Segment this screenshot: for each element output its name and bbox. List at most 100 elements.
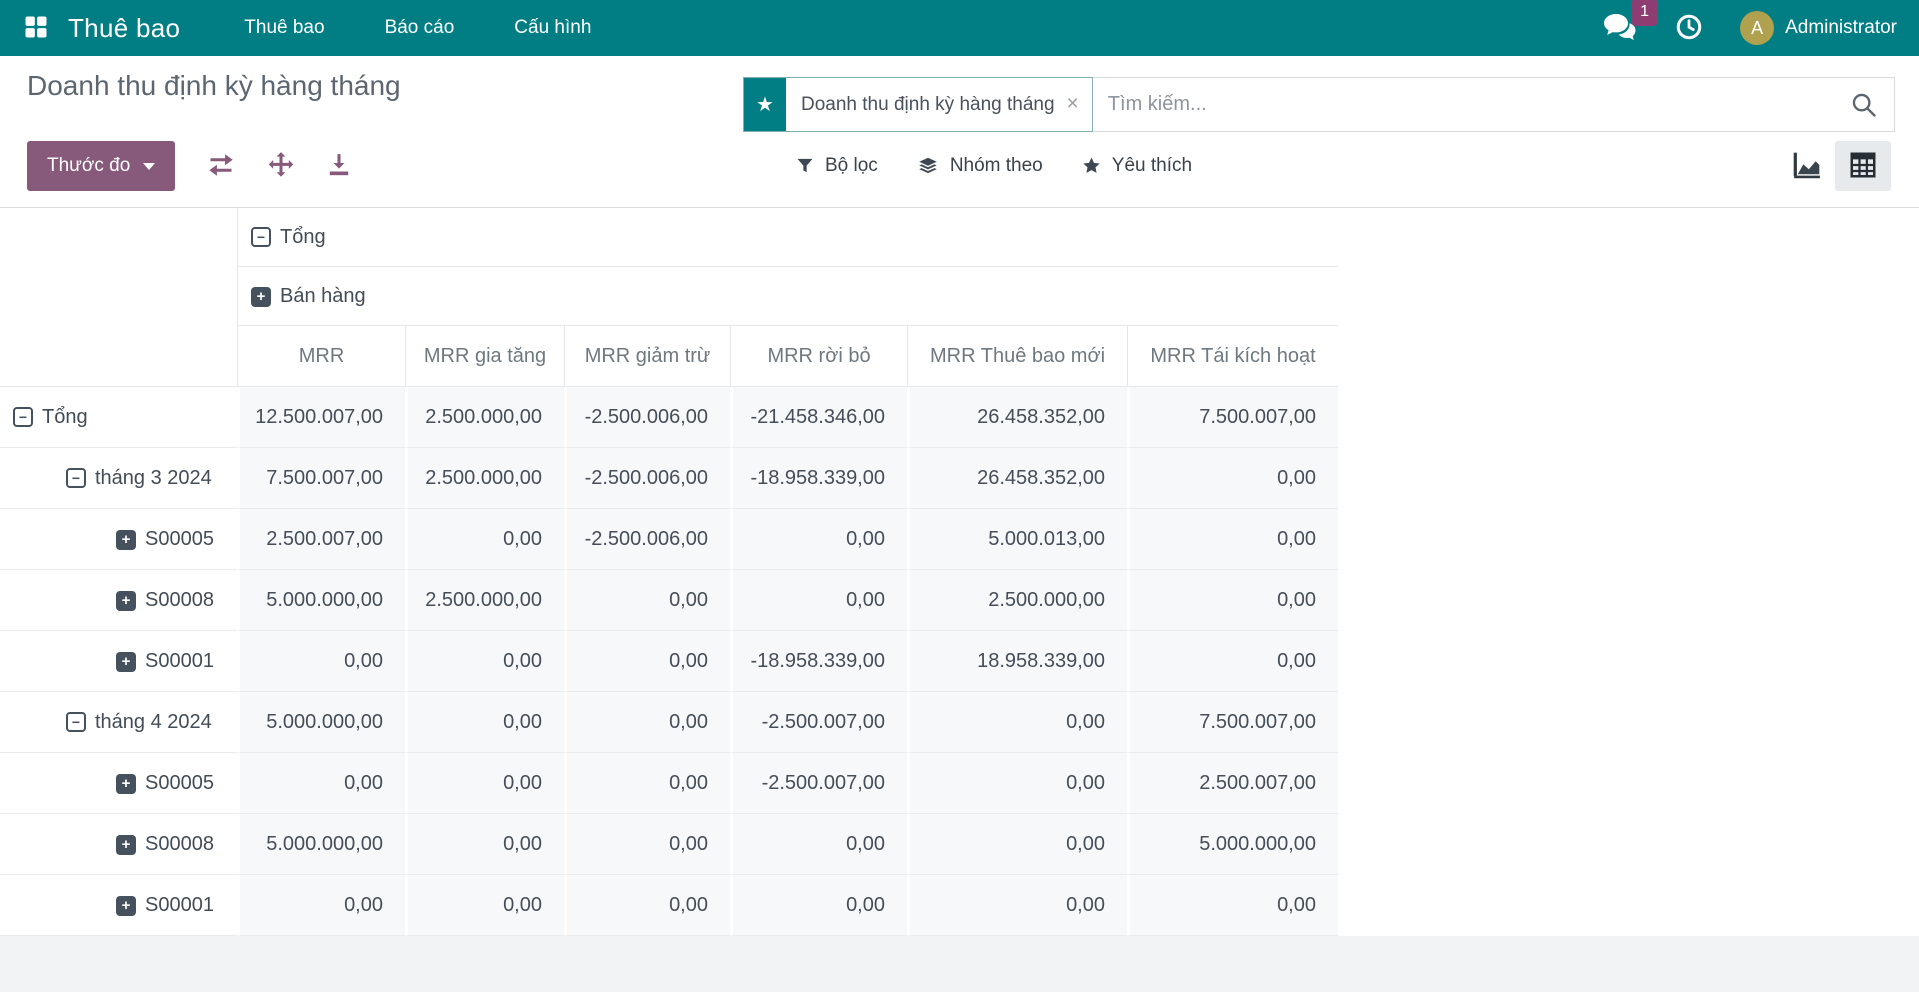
area-chart-icon [1791,150,1823,183]
empty-area [0,936,1919,992]
messages-button[interactable]: 1 [1602,0,1659,45]
apps-menu-button[interactable] [20,12,52,44]
pivot-cell: 0,00 [730,814,907,875]
pivot-cell: -2.500.007,00 [730,692,907,753]
row-header-thang-4-2024[interactable]: − tháng 4 2024 [0,692,237,753]
expand-all-button[interactable] [267,151,295,182]
search-input[interactable] [1092,78,1850,131]
clock-icon [1674,12,1704,45]
measure-header-mrr-gia-tang[interactable]: MRR gia tăng [405,326,564,387]
user-menu[interactable]: A Administrator [1740,11,1897,45]
row-header-tong[interactable]: − Tổng [0,387,237,448]
pivot-cell: 7.500.007,00 [1127,387,1338,448]
pivot-cell: 0,00 [1127,509,1338,570]
row-header-thang-3-2024[interactable]: − tháng 3 2024 [0,448,237,509]
flip-axis-button[interactable] [206,151,236,182]
pivot-view-button[interactable] [1835,141,1891,191]
chevron-down-icon [143,162,156,170]
pivot-cell: 0,00 [564,692,730,753]
measure-header-mrr-tai-kich-hoat[interactable]: MRR Tái kích hoạt [1127,326,1338,387]
nav-menu-thue-bao[interactable]: Thuê bao [244,17,325,38]
collapse-icon[interactable]: − [66,712,86,733]
pivot-cell: 0,00 [730,875,907,936]
chat-bubbles-icon [1602,12,1638,45]
layers-icon [916,156,940,177]
pivot-cell: 2.500.000,00 [405,448,564,509]
row-header-s00005[interactable]: + S00005 [0,509,237,570]
pivot-cell: 7.500.007,00 [1127,692,1338,753]
pivot-cell: 2.500.007,00 [1127,753,1338,814]
pivot-row-s00001: + S00001 0,00 0,00 0,00 -18.958.339,00 18.958.… [0,631,1338,692]
measure-header-mrr-thue-bao-moi[interactable]: MRR Thuê bao mới [907,326,1127,387]
row-header-label: tháng 3 2024 [95,466,212,489]
search-icon[interactable] [1850,91,1878,119]
filters-menu-button[interactable]: Bộ lọc [795,155,878,177]
pivot-cell: 0,00 [237,753,405,814]
pivot-cell: 0,00 [405,692,564,753]
pivot-cell: 7.500.007,00 [237,448,405,509]
favorites-menu-button[interactable]: Yêu thích [1081,155,1192,177]
row-header-label: S00008 [145,833,214,855]
search-bar[interactable]: ★ Doanh thu định kỳ hàng tháng × [743,77,1895,132]
pivot-table: − Tổng + Bán hàng MRR MRR gia tăng MRR giảm tr… [0,208,1338,936]
expand-icon[interactable]: + [116,651,136,672]
message-count-badge: 1 [1631,0,1659,26]
collapse-icon[interactable]: − [13,407,33,428]
download-xlsx-button[interactable] [326,151,352,182]
pivot-column-group-tong[interactable]: − Tổng [237,208,1338,267]
pivot-row-s00008: + S00008 5.000.000,00 0,00 0,00 0,00 0,00 5.000… [0,814,1338,875]
pivot-cell: 0,00 [237,875,405,936]
pivot-cell: 2.500.000,00 [907,570,1127,631]
pivot-cell: 0,00 [907,692,1127,753]
group-by-menu-button[interactable]: Nhóm theo [916,155,1043,177]
graph-view-button[interactable] [1779,141,1835,191]
pivot-cell: 5.000.000,00 [237,692,405,753]
app-brand[interactable]: Thuê bao [68,12,181,43]
pivot-cell: -2.500.006,00 [564,387,730,448]
measures-dropdown-button[interactable]: Thước đo [27,141,176,191]
row-header-s00001[interactable]: + S00001 [0,631,237,692]
collapse-icon[interactable]: − [66,468,86,489]
expand-icon[interactable]: + [116,529,136,550]
pivot-cell: 2.500.007,00 [237,509,405,570]
pivot-cell: 0,00 [405,631,564,692]
row-header-s00008[interactable]: + S00008 [0,814,237,875]
expand-icon[interactable]: + [116,590,136,611]
pivot-column-group-ban-hang[interactable]: + Bán hàng [237,267,1338,326]
nav-menus: Thuê bao Báo cáo Cấu hình [244,17,591,39]
collapse-icon[interactable]: − [251,227,271,248]
view-switcher [1779,141,1891,191]
measure-header-mrr-giam-tru[interactable]: MRR giảm trừ [564,326,730,387]
nav-menu-cau-hinh[interactable]: Cấu hình [514,17,592,38]
pivot-row-thang-3-2024: − tháng 3 2024 7.500.007,00 2.500.000,00 -2.… [0,448,1338,509]
pivot-cell: 0,00 [564,753,730,814]
row-header-label: S00008 [145,589,214,611]
row-header-s00008[interactable]: + S00008 [0,570,237,631]
pivot-corner-cell [0,208,237,387]
pivot-cell: -2.500.007,00 [730,753,907,814]
pivot-cell: 12.500.007,00 [237,387,405,448]
activities-button[interactable] [1674,12,1704,45]
filter-icon [795,156,815,176]
facet-remove-icon[interactable]: × [1066,91,1079,115]
measure-header-mrr[interactable]: MRR [237,326,405,387]
pivot-cell: -18.958.339,00 [730,631,907,692]
row-header-s00005[interactable]: + S00005 [0,753,237,814]
pivot-cell: 0,00 [1127,570,1338,631]
expand-icon[interactable]: + [116,895,136,916]
pivot-cell: 5.000.000,00 [237,570,405,631]
row-header-label: S00001 [145,650,214,672]
nav-menu-bao-cao[interactable]: Báo cáo [384,17,455,38]
measure-header-mrr-roi-bo[interactable]: MRR rời bỏ [730,326,907,387]
row-header-label: Tổng [42,405,88,428]
expand-icon[interactable]: + [251,286,271,307]
pivot-cell: -18.958.339,00 [730,448,907,509]
pivot-row-thang-4-2024: − tháng 4 2024 5.000.000,00 0,00 0,00 -2.500.… [0,692,1338,753]
expand-icon[interactable]: + [116,834,136,855]
pivot-cell: 0,00 [564,875,730,936]
pivot-row-s00001: + S00001 0,00 0,00 0,00 0,00 0,00 0,00 [0,875,1338,936]
pivot-cell: 26.458.352,00 [907,387,1127,448]
expand-icon[interactable]: + [116,773,136,794]
row-header-s00001[interactable]: + S00001 [0,875,237,936]
pivot-cell: 0,00 [730,570,907,631]
